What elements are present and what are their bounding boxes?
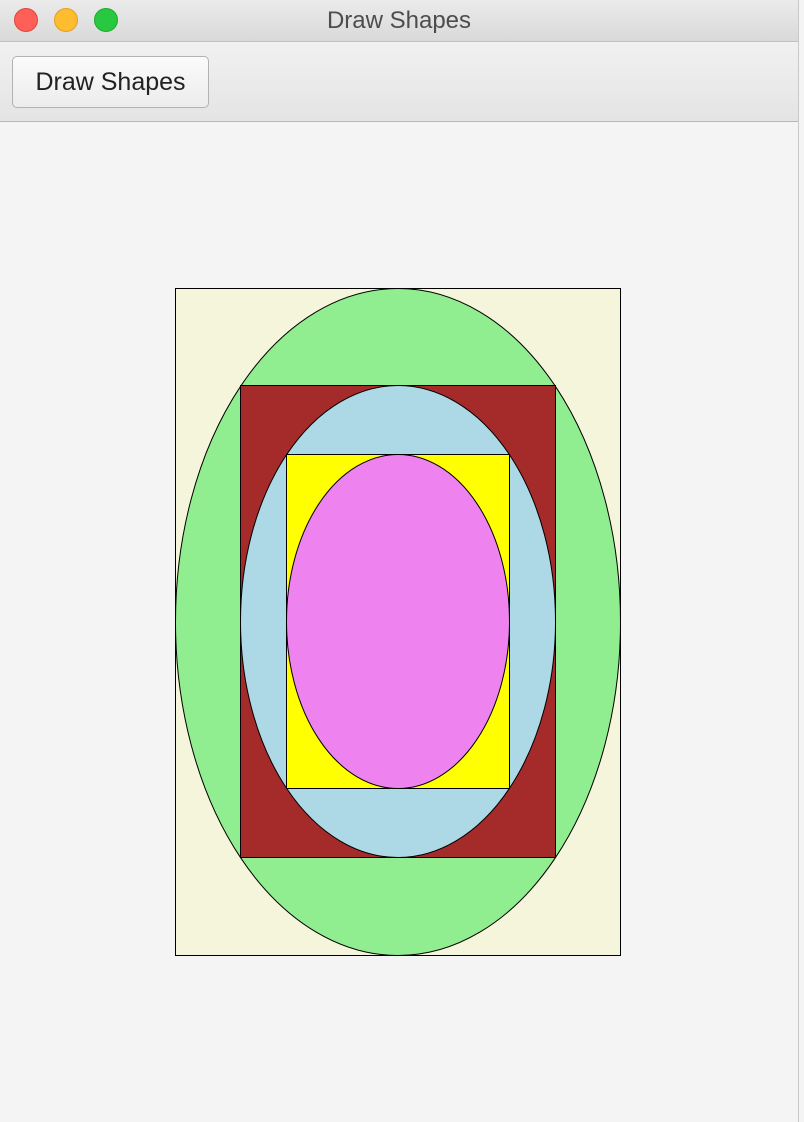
window-title: Draw Shapes <box>326 7 472 34</box>
title-bar[interactable]: Draw Shapes <box>0 0 798 42</box>
drawing-canvas-area <box>0 122 798 1122</box>
zoom-window-button[interactable] <box>94 8 118 32</box>
inner-ellipse <box>286 454 510 789</box>
drawing-canvas <box>175 288 621 956</box>
toolbar: Draw Shapes <box>0 42 798 122</box>
minimize-window-button[interactable] <box>54 8 78 32</box>
close-window-button[interactable] <box>14 8 38 32</box>
draw-shapes-button[interactable]: Draw Shapes <box>12 56 209 108</box>
